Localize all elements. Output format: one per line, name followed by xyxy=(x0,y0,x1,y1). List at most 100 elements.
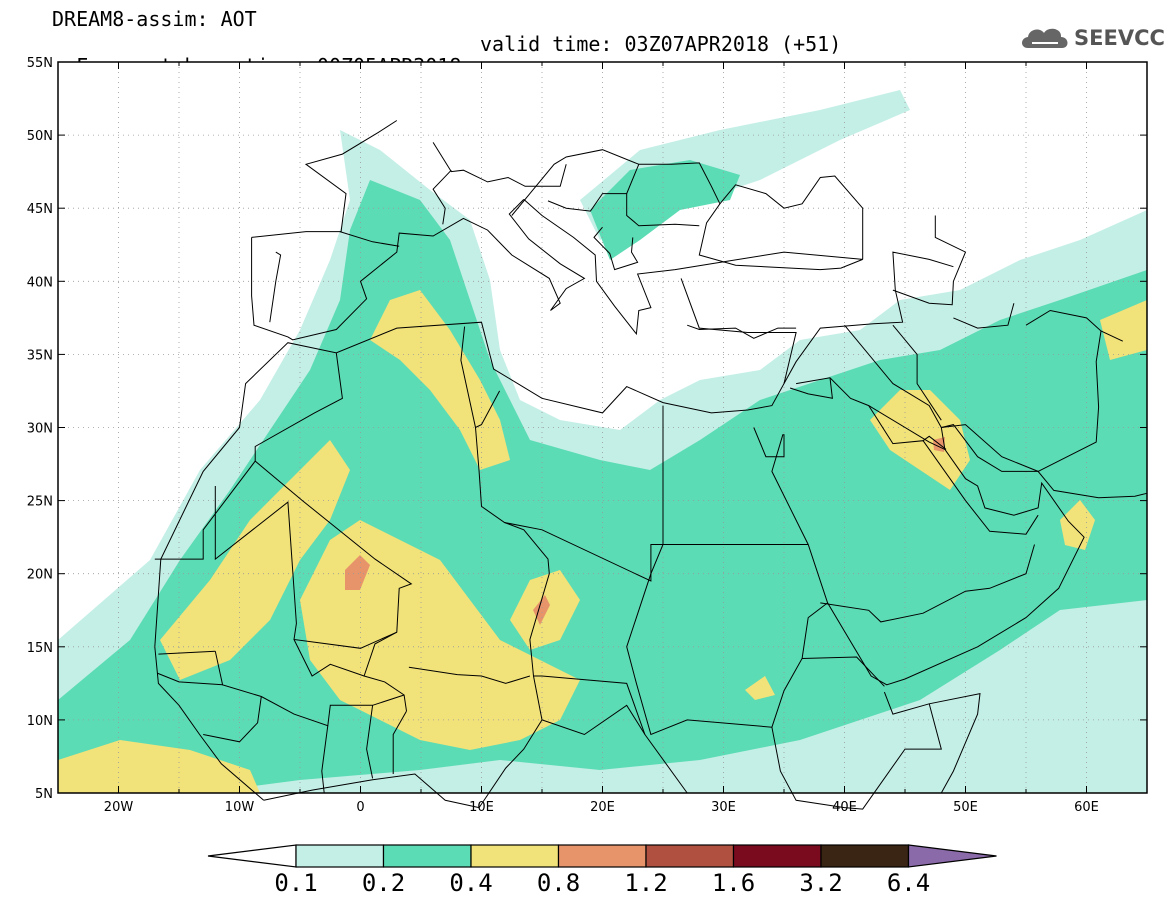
cloud-logo-icon xyxy=(1022,28,1068,48)
colorbar-tick-label: 3.2 xyxy=(799,869,842,897)
colorbar-box xyxy=(470,844,560,868)
border-line xyxy=(820,544,1035,623)
border-line xyxy=(203,696,262,743)
lat-label: 15N xyxy=(27,641,53,656)
border-line xyxy=(783,251,954,384)
border-line xyxy=(366,705,374,779)
border-line xyxy=(593,226,639,271)
lat-label: 25N xyxy=(27,495,53,510)
border-line xyxy=(868,405,1039,535)
border-line xyxy=(771,727,845,809)
aot-band-0.4-gulf xyxy=(870,390,970,490)
border-line xyxy=(263,773,480,809)
colorbar-tick-label: 0.4 xyxy=(449,869,492,897)
colorbar-tick-label: 1.6 xyxy=(712,869,755,897)
aot-band-0.4-guinea xyxy=(58,740,260,793)
colorbar-under-triangle xyxy=(207,844,297,868)
border-line xyxy=(460,326,501,429)
lat-ticks: 55N 50N 45N 40N 35N 30N 25N 20N 15N 10N 5N xyxy=(27,56,1147,802)
border-line xyxy=(293,639,365,677)
border-line xyxy=(251,199,586,341)
border-line xyxy=(154,278,797,647)
border-line xyxy=(796,377,946,450)
border-line xyxy=(523,175,864,336)
logo-text: SEEVCCC xyxy=(1074,26,1165,50)
border-line xyxy=(432,169,452,225)
aot-band-0.4-central xyxy=(300,520,580,750)
border-line xyxy=(154,460,413,649)
border-line xyxy=(802,656,885,687)
colorbar xyxy=(207,844,997,868)
country-borders xyxy=(154,120,1148,810)
border-line xyxy=(269,251,282,323)
border-line xyxy=(844,324,942,428)
border-line xyxy=(922,435,947,450)
lon-label: 20W xyxy=(104,800,134,815)
colorbar-box xyxy=(295,844,385,868)
border-line xyxy=(1025,309,1124,342)
aot-band-0.4-iran xyxy=(1100,300,1147,360)
border-line xyxy=(626,405,828,736)
lon-label: 50E xyxy=(953,800,978,815)
border-line xyxy=(883,691,981,794)
border-line xyxy=(157,672,223,686)
colorbar-over-triangle xyxy=(907,844,997,868)
colorbar-box xyxy=(382,844,472,868)
colorbar-box xyxy=(820,844,910,868)
border-line xyxy=(1037,330,1102,472)
border-line xyxy=(321,725,329,794)
colorbar-box xyxy=(557,844,647,868)
lat-label: 40N xyxy=(27,275,53,290)
colorbar-tick-label: 6.4 xyxy=(887,869,930,897)
border-line xyxy=(392,710,407,774)
border-line xyxy=(953,303,1015,329)
border-line xyxy=(789,377,833,399)
border-line xyxy=(892,324,942,421)
lon-label: 30E xyxy=(711,800,736,815)
colorbar-tick-label: 0.2 xyxy=(362,869,405,897)
aot-band-0.4 xyxy=(160,440,350,680)
lat-label: 45N xyxy=(27,202,53,217)
valid-time: valid time: 03Z07APR2018 (+51) xyxy=(480,32,842,56)
lat-label: 5N xyxy=(35,787,53,802)
border-line xyxy=(251,120,398,238)
border-line xyxy=(844,703,942,810)
lon-ticks: 20W 10W 0 10E 20E 30E 40E 50E 60E xyxy=(57,62,1148,815)
lon-label: 60E xyxy=(1074,800,1099,815)
lat-label: 55N xyxy=(27,56,53,71)
border-line xyxy=(626,193,700,227)
border-line xyxy=(432,142,567,187)
border-line xyxy=(892,215,967,306)
border-line xyxy=(254,352,343,462)
map-title: DREAM8-assim: AOT xyxy=(52,7,257,31)
border-line xyxy=(753,424,1148,686)
border-line xyxy=(475,427,809,582)
border-line xyxy=(478,675,543,808)
border-line xyxy=(154,646,265,801)
lat-label: 35N xyxy=(27,348,53,363)
colorbar-box xyxy=(732,844,822,868)
colorbar-box xyxy=(645,844,735,868)
border-line xyxy=(363,631,407,712)
border-line xyxy=(941,424,1039,472)
lon-label: 20E xyxy=(590,800,615,815)
colorbar-tick-label: 0.1 xyxy=(274,869,317,897)
lat-label: 50N xyxy=(27,129,53,144)
colorbar-tick-label: 0.8 xyxy=(537,869,580,897)
lon-label: 10W xyxy=(225,800,255,815)
border-line xyxy=(504,522,646,735)
border-line xyxy=(158,650,216,655)
lat-label: 30N xyxy=(27,422,53,437)
aot-band-0.8-chad xyxy=(533,595,550,625)
colorbar-ticks: 0.1 0.2 0.4 0.8 1.2 1.6 3.2 6.4 xyxy=(274,869,930,897)
lon-label: 10E xyxy=(469,800,494,815)
lon-label: 0 xyxy=(356,800,364,815)
aot-band-0.2-balkans xyxy=(590,160,740,260)
border-line xyxy=(339,231,400,247)
colorbar-tick-label: 1.2 xyxy=(624,869,667,897)
aot-band-0.8-niger xyxy=(345,555,370,590)
seevccc-logo: SEEVCCC xyxy=(1018,22,1165,54)
lat-label: 20N xyxy=(27,568,53,583)
lat-label: 10N xyxy=(27,714,53,729)
